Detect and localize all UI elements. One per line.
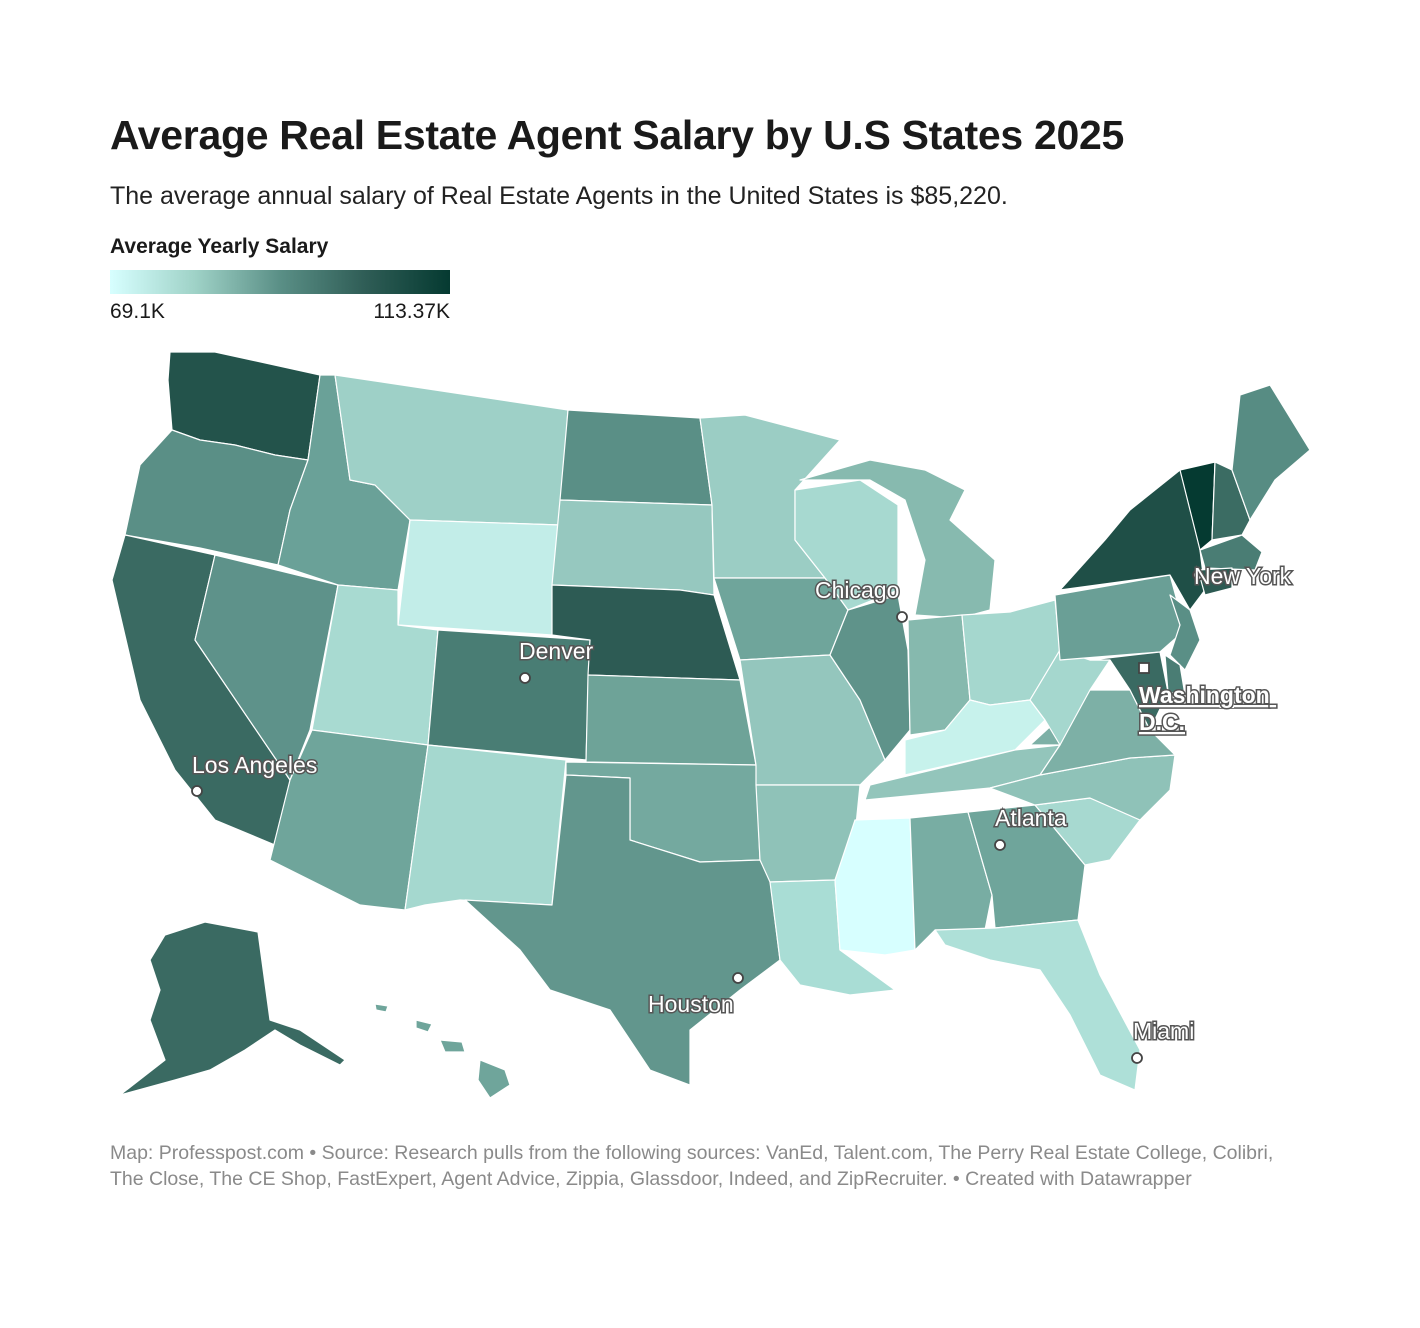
state-ma[interactable] <box>1199 534 1263 571</box>
city-label-denver: Denver <box>519 638 593 664</box>
city-marker-atlanta: Atlanta <box>994 804 1068 851</box>
map-footer-source: Map: Professpost.com • Source: Research … <box>110 1142 1274 1190</box>
city-marker-los-angeles: Los Angeles <box>191 751 319 797</box>
state-nj[interactable] <box>1169 594 1201 671</box>
state-wy[interactable] <box>397 519 561 636</box>
city-label-chicago: Chicago <box>815 577 899 603</box>
state-hi[interactable] <box>374 1003 511 1099</box>
legend-max-label: 113.37K <box>373 300 450 323</box>
state-ks[interactable] <box>585 674 757 766</box>
state-wi[interactable] <box>794 479 899 611</box>
state-ct[interactable] <box>1197 567 1233 596</box>
city-marker-chicago: Chicago <box>814 576 908 623</box>
city-marker-denver: Denver <box>518 637 595 684</box>
state-mi[interactable] <box>799 459 996 619</box>
legend-title: Average Yearly Salary <box>110 235 329 258</box>
city-label-washington-dc: Washington D.C. <box>1139 682 1276 735</box>
state-nh[interactable] <box>1211 461 1251 541</box>
state-va[interactable] <box>1029 689 1176 776</box>
city-label-new-york: New York <box>1194 563 1292 589</box>
city-marker-washington-dc: Washington D.C. <box>1138 662 1276 737</box>
legend-min-label: 69.1K <box>110 300 165 323</box>
state-de[interactable] <box>1164 654 1186 696</box>
state-ak[interactable] <box>119 921 346 1096</box>
city-label-miami: Miami <box>1133 1018 1194 1044</box>
city-label-los-angeles: Los Angeles <box>192 752 317 778</box>
state-nd[interactable] <box>559 409 713 506</box>
map-subtitle: The average annual salary of Real Estate… <box>110 182 1008 210</box>
city-label-atlanta: Atlanta <box>995 805 1067 831</box>
map-title: Average Real Estate Agent Salary by U.S … <box>110 112 1124 158</box>
state-nm[interactable] <box>404 744 567 911</box>
state-sd[interactable] <box>551 499 715 596</box>
state-fl[interactable] <box>934 919 1141 1091</box>
city-marker-miami: Miami <box>1131 1017 1196 1064</box>
city-marker-houston: Houston <box>647 972 744 1019</box>
state-il[interactable] <box>829 594 911 761</box>
legend-color-scale <box>110 270 450 294</box>
city-label-houston: Houston <box>648 991 734 1017</box>
state-pa[interactable] <box>1054 574 1186 661</box>
state-tx[interactable] <box>464 774 781 1086</box>
city-marker-new-york: New York <box>1192 562 1293 591</box>
us-choropleth-map: Los Angeles Denver Chicago Houston Atlan… <box>111 351 1311 1099</box>
state-nv[interactable] <box>194 554 339 781</box>
state-me[interactable] <box>1231 384 1311 521</box>
